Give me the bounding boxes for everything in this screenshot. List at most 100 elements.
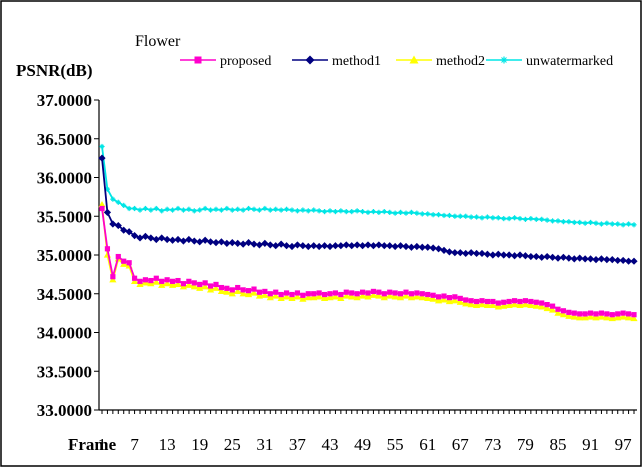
chart-title: Flower — [135, 33, 181, 50]
unwatermarked-point — [186, 206, 192, 212]
unwatermarked-point — [501, 215, 507, 222]
proposed-point — [430, 292, 436, 298]
proposed-point — [194, 56, 202, 64]
unwatermarked-point — [256, 207, 263, 213]
method1-point — [152, 235, 160, 244]
method2-point — [337, 294, 345, 301]
proposed-point — [213, 281, 219, 288]
method2-point — [424, 294, 432, 301]
proposed-point — [604, 311, 610, 317]
unwatermarked-point — [425, 211, 431, 217]
method2-point — [586, 313, 595, 320]
proposed-point — [131, 275, 138, 281]
method2-point — [380, 294, 388, 301]
method2-point — [331, 293, 340, 300]
method1-point — [483, 250, 492, 258]
proposed-point — [517, 298, 523, 305]
method2-point — [500, 302, 508, 309]
method1-point — [315, 242, 323, 251]
legend-item-method1: method1 — [292, 54, 381, 69]
method1-point — [326, 242, 334, 251]
unwatermarked-point — [392, 210, 398, 216]
unwatermarked-point — [229, 207, 235, 213]
method1-point — [168, 236, 177, 244]
method1-point — [516, 251, 524, 259]
method2-point — [505, 301, 513, 308]
unwatermarked-point — [598, 221, 605, 227]
method1-point — [239, 240, 247, 248]
x-tick-label: 67 — [452, 435, 470, 454]
proposed-point — [235, 284, 241, 291]
unwatermarked-point — [560, 219, 567, 225]
proposed-point — [522, 298, 529, 304]
unwatermarked-point — [457, 213, 463, 219]
method2-point — [315, 293, 323, 300]
unwatermarked-point — [500, 56, 508, 64]
proposed-point — [343, 289, 349, 295]
method1-point — [532, 252, 540, 261]
series-method2 — [98, 201, 638, 322]
unwatermarked-point — [549, 218, 556, 224]
unwatermarked-point — [517, 215, 523, 222]
method2-point — [467, 301, 475, 308]
method1-point — [396, 242, 405, 250]
unwatermarked-point — [321, 209, 328, 215]
method2-point — [168, 281, 177, 288]
proposed-point — [294, 290, 301, 296]
method1-point — [413, 242, 421, 251]
unwatermarked-point — [349, 209, 355, 215]
unwatermarked-point — [278, 207, 284, 213]
proposed-point — [251, 286, 257, 292]
unwatermarked-point — [110, 196, 116, 202]
proposed-point — [224, 285, 230, 291]
legend-item-method2: method2 — [396, 54, 485, 69]
method1-point — [603, 256, 611, 264]
proposed-point — [245, 288, 252, 294]
method1-point — [364, 241, 372, 249]
plot-area: 33.0000 33.5000 34.0000 34.5000 35.0000 35.50… — [37, 91, 638, 454]
method2-point — [456, 298, 464, 305]
method1-point — [337, 242, 345, 250]
proposed-point — [121, 258, 127, 264]
method1-point — [489, 251, 497, 259]
x-tick-label: 73 — [484, 435, 501, 454]
y-tick-label: 33.0000 — [37, 401, 92, 420]
proposed-point — [468, 298, 474, 304]
method2-point — [250, 289, 258, 296]
unwatermarked-point — [245, 205, 252, 212]
unwatermarked-point — [435, 212, 442, 218]
proposed-point — [180, 281, 187, 287]
proposed-point — [392, 290, 398, 296]
method2-point — [174, 280, 182, 288]
unwatermarked-point — [311, 207, 317, 213]
method1-point — [206, 238, 215, 246]
method1-point — [201, 236, 209, 244]
legend-label: proposed — [220, 54, 271, 69]
unwatermarked-point — [126, 205, 132, 212]
method1-point — [136, 234, 144, 242]
method1-point — [348, 242, 356, 250]
proposed-point — [528, 298, 534, 305]
unwatermarked-point — [544, 217, 550, 223]
method1-point — [418, 243, 426, 251]
proposed-point — [381, 291, 387, 297]
y-tick-label: 35.0000 — [37, 246, 92, 265]
method2-point — [391, 293, 399, 300]
proposed-point — [300, 292, 306, 298]
proposed-point — [457, 295, 463, 301]
proposed-point — [577, 311, 583, 317]
unwatermarked-point — [202, 205, 208, 212]
proposed-point — [332, 290, 339, 296]
method2-point — [206, 286, 215, 293]
x-tick-label: 31 — [256, 435, 273, 454]
unwatermarked-point — [180, 207, 187, 213]
method2-point — [402, 292, 410, 299]
unwatermarked-point — [235, 206, 241, 212]
unwatermarked-point — [164, 206, 170, 212]
proposed-point — [229, 287, 235, 293]
method1-point — [261, 239, 269, 247]
method1-point — [538, 253, 546, 261]
proposed-point — [414, 290, 420, 296]
method1-point — [407, 243, 416, 251]
method1-point — [179, 237, 188, 245]
